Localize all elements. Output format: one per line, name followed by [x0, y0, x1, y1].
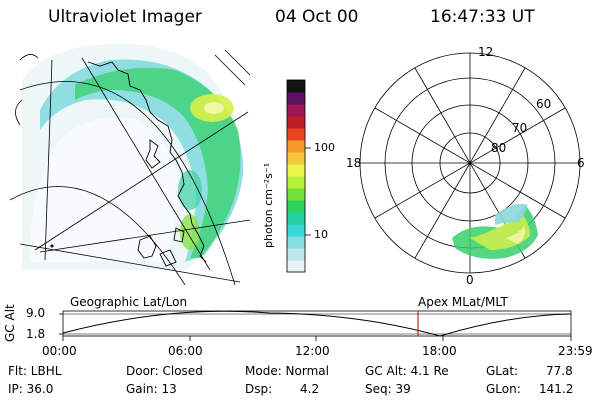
info-gc-alt: GC Alt: 4.1 Re [365, 364, 449, 378]
info-ip: IP: 36.0 [8, 382, 54, 396]
colorbar-swatch [287, 200, 305, 213]
colorbar-swatch [287, 104, 305, 117]
colorbar-swatch [287, 176, 305, 189]
altitude-curve [62, 310, 572, 337]
colorbar-swatch [287, 152, 305, 165]
mlt-label-0: 0 [466, 273, 474, 287]
orbit-ytick-max: 9.0 [26, 306, 46, 320]
orbit-plot-frame [62, 310, 572, 337]
orbit-xtick-0000: 00:00 [42, 344, 77, 358]
app-title: Ultraviolet Imager [48, 7, 202, 27]
info-glon-label: GLon: [486, 382, 521, 396]
lat-label-60: 60 [536, 97, 552, 111]
colorbar-tick-100: 100 [314, 141, 335, 154]
orbit-xtick-2359: 23:59 [558, 344, 593, 358]
colorbar-swatch [287, 188, 305, 201]
colorbar-swatch [287, 248, 305, 261]
colorbar-swatch [287, 212, 305, 225]
mlt-label-12: 12 [478, 45, 494, 59]
polar-plot [359, 52, 581, 274]
colorbar-unit-label: photon cm⁻²s⁻¹ [262, 162, 275, 248]
info-dsp-label: Dsp: [245, 382, 273, 396]
mlt-label-18: 18 [346, 156, 362, 170]
colorbar-swatch [287, 224, 305, 237]
orbit-xtick-1800: 18:00 [422, 344, 457, 358]
polar-aurora [452, 203, 538, 259]
geographic-grid [9, 49, 251, 286]
colorbar-swatch [287, 80, 305, 93]
orbit-ylabel: GC Alt [3, 304, 17, 342]
image-time: 16:47:33 UT [430, 7, 535, 27]
orbit-plot [59, 310, 572, 341]
info-glon-value: 141.2 [539, 382, 574, 396]
colorbar-swatch [287, 116, 305, 129]
mlt-label-6: 6 [577, 156, 585, 170]
info-door: Door: Closed [126, 364, 203, 378]
colorbar-swatch [287, 260, 305, 273]
lat-label-80: 80 [491, 141, 507, 155]
info-filter: Flt: LBHL [8, 364, 62, 378]
info-mode: Mode: Normal [245, 364, 329, 378]
colorbar [286, 79, 311, 273]
colorbar-swatch [287, 140, 305, 153]
image-date: 04 Oct 00 [275, 7, 359, 27]
colorbar-swatch [287, 92, 305, 105]
orbit-ytick-min: 1.8 [26, 327, 46, 341]
info-glat-value: 77.8 [546, 364, 573, 378]
orbit-xtick-1200: 12:00 [295, 344, 330, 358]
colorbar-swatch [287, 128, 305, 141]
colorbar-tick-10: 10 [314, 228, 328, 241]
lat-label-70: 70 [512, 121, 528, 135]
coastline [87, 61, 207, 267]
right-map-caption: Apex MLat/MLT [418, 295, 508, 309]
orbit-xtick-0600: 06:00 [168, 344, 203, 358]
info-seq: Seq: 39 [365, 382, 411, 396]
left-map-caption: Geographic Lat/Lon [70, 295, 188, 309]
info-dsp-value: 4.2 [300, 382, 320, 396]
colorbar-swatch [287, 164, 305, 177]
geographic-image [9, 43, 251, 286]
colorbar-swatch [287, 236, 305, 249]
info-glat-label: GLat: [486, 364, 519, 378]
info-gain: Gain: 13 [126, 382, 177, 396]
